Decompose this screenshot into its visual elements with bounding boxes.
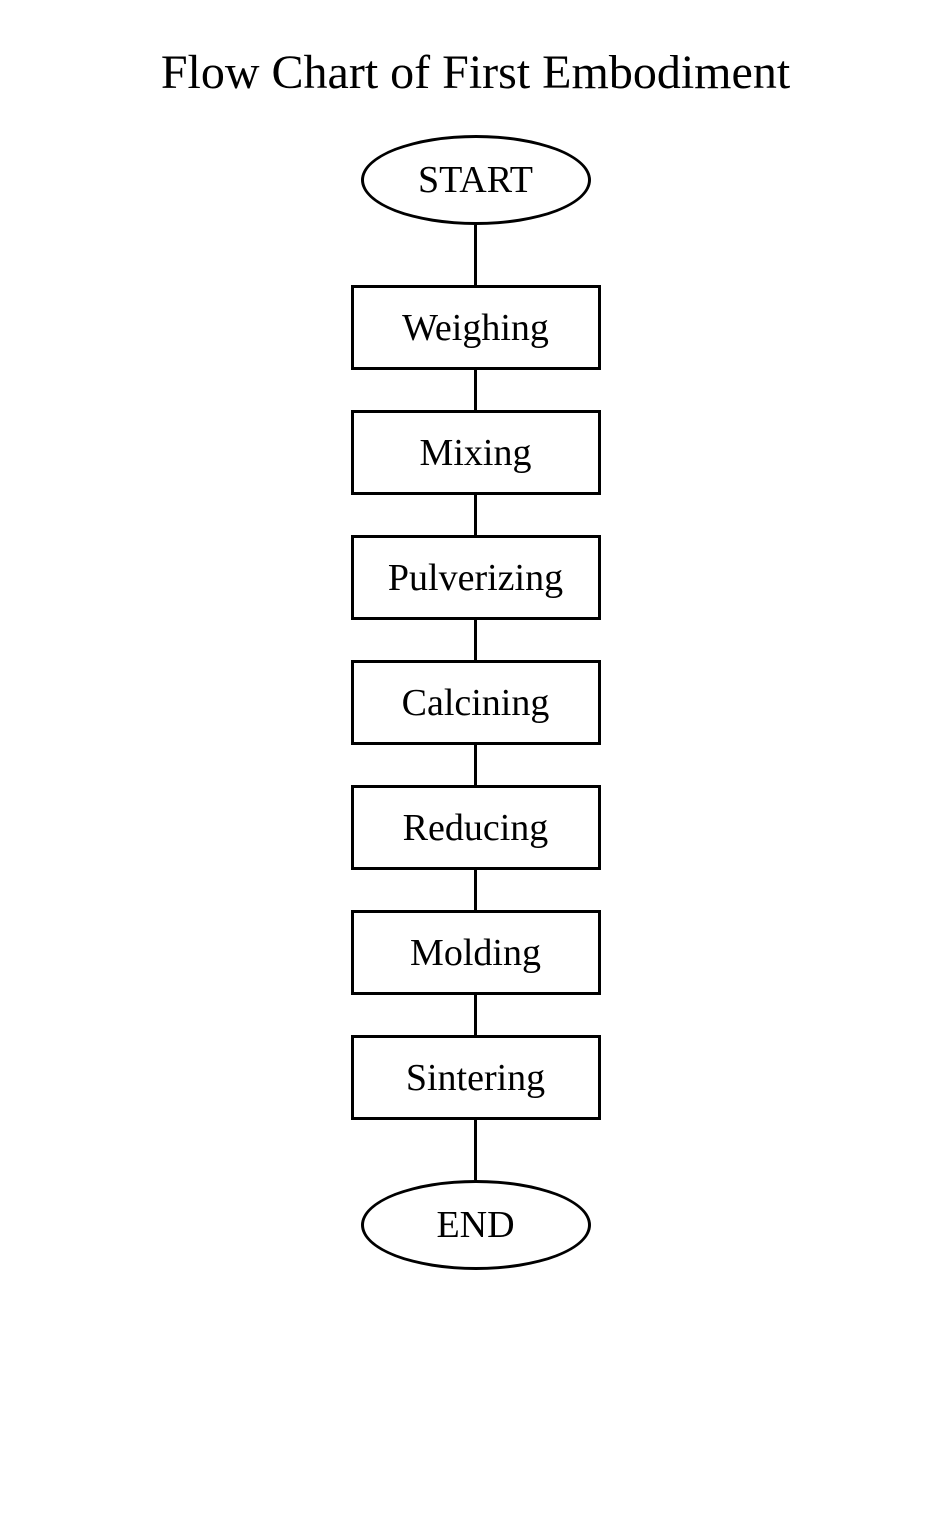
connector [474, 870, 477, 910]
reducing-node: Reducing [351, 785, 601, 870]
connector [474, 995, 477, 1035]
calcining-node: Calcining [351, 660, 601, 745]
mixing-node: Mixing [351, 410, 601, 495]
connector [474, 495, 477, 535]
connector [474, 620, 477, 660]
connector [474, 370, 477, 410]
end-node: END [361, 1180, 591, 1270]
start-node: START [361, 135, 591, 225]
sintering-node: Sintering [351, 1035, 601, 1120]
flowchart-title: Flow Chart of First Embodiment [161, 45, 790, 100]
connector [474, 225, 477, 285]
flowchart-container: START Weighing Mixing Pulverizing Calcin… [351, 135, 601, 1270]
molding-node: Molding [351, 910, 601, 995]
connector [474, 1120, 477, 1180]
connector [474, 745, 477, 785]
pulverizing-node: Pulverizing [351, 535, 601, 620]
weighing-node: Weighing [351, 285, 601, 370]
